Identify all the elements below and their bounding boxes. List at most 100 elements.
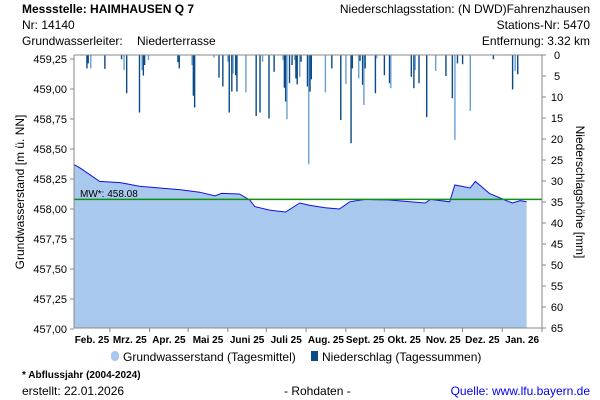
legend-precip-label: Niederschlag (Tagessummen) xyxy=(322,350,481,364)
precip-bar xyxy=(418,55,420,84)
precip-bar xyxy=(414,55,416,71)
aquifer-label: Grundwasserleiter: xyxy=(22,34,123,48)
precip-station-number: Stations-Nr: 5470 xyxy=(496,18,590,32)
y2-tick-label: 35 xyxy=(551,197,563,209)
precip-bar xyxy=(125,55,128,94)
y2-tick-label: 60 xyxy=(551,302,563,314)
precip-bar xyxy=(364,55,366,69)
precip-bar xyxy=(193,55,196,108)
precip-bar xyxy=(445,55,447,76)
precip-bar xyxy=(87,55,89,64)
precip-bar xyxy=(177,55,179,63)
y-axis-label: Grundwasserstand [m ü. NN] xyxy=(13,115,27,270)
precip-bar xyxy=(90,55,92,69)
precip-station-distance: Entfernung: 3.32 km xyxy=(481,34,590,48)
y2-tick-label: 45 xyxy=(551,239,563,251)
y-tick-label: 457,50 xyxy=(33,264,67,276)
precip-bar xyxy=(350,55,352,144)
x-tick-label: Feb. 25 xyxy=(75,335,110,346)
legend-groundwater-label: Grundwasserstand (Tagesmittel) xyxy=(123,350,296,364)
precip-bar xyxy=(86,55,88,69)
precipitation-bars xyxy=(86,55,519,165)
precip-station-title: Niederschlagsstation: (N DWD)Fahrenzhaus… xyxy=(339,2,590,16)
precip-bar xyxy=(451,55,454,99)
precip-bar xyxy=(218,55,220,78)
y2-axis-label: Niederschlagshöhe [mm] xyxy=(573,126,587,259)
precip-bar xyxy=(308,55,310,165)
y-tick-label: 457,25 xyxy=(33,294,67,306)
precip-bar xyxy=(286,55,288,120)
precip-bar xyxy=(359,55,361,61)
precip-bar xyxy=(469,55,471,111)
raw-data-note: - Rohdaten - xyxy=(284,384,351,398)
precip-bar xyxy=(514,55,516,71)
y2-tick-label: 0 xyxy=(554,50,560,62)
x-tick-label: Nov. 25 xyxy=(426,335,461,346)
precip-bar xyxy=(191,55,193,66)
precip-bar xyxy=(358,55,360,79)
y2-tick-label: 25 xyxy=(551,155,563,167)
x-tick-label: Juli 25 xyxy=(271,335,303,346)
precip-bar xyxy=(388,55,391,84)
precip-bar xyxy=(255,55,257,116)
precip-bar xyxy=(351,55,354,69)
precip-bar xyxy=(492,55,495,60)
precip-bar xyxy=(232,55,234,74)
precip-bar xyxy=(413,55,415,89)
groundwater-area xyxy=(74,164,527,328)
precip-bar xyxy=(147,55,150,61)
precip-bar xyxy=(309,55,311,92)
precip-bar xyxy=(295,55,297,79)
y-tick-label: 458,75 xyxy=(33,114,67,126)
precip-bar xyxy=(310,55,313,80)
groundwater-line xyxy=(73,164,527,213)
x-tick-label: Sept. 25 xyxy=(346,335,385,346)
precip-bar xyxy=(293,55,296,61)
y-tick-label: 458,00 xyxy=(33,204,67,216)
precip-bar xyxy=(259,55,261,113)
y2-tick-label: 5 xyxy=(554,71,560,83)
axes: 459,25 459,00 458,75 458,50 458,25 458,00 457,… xyxy=(33,50,563,346)
station-number: Nr: 14140 xyxy=(22,18,75,32)
precip-bar xyxy=(231,55,233,92)
y-tick-label: 458,25 xyxy=(33,174,67,186)
precip-bar xyxy=(375,55,378,59)
aquifer-value: Niederterrasse xyxy=(137,34,216,48)
precip-bar xyxy=(228,55,230,113)
y2-tick-label: 40 xyxy=(551,218,563,230)
precip-bar xyxy=(454,55,456,140)
precip-bar xyxy=(461,55,464,65)
precip-bar xyxy=(345,55,347,84)
precip-bar xyxy=(426,55,428,118)
legend-precip-swatch xyxy=(311,351,318,361)
precip-bar xyxy=(363,55,365,105)
y2-tick-label: 20 xyxy=(551,134,563,146)
precip-bar xyxy=(268,55,270,119)
y-tick-label: 458,50 xyxy=(33,144,67,156)
created-date: erstellt: 22.01.2026 xyxy=(22,384,125,398)
y2-tick-label: 15 xyxy=(551,113,563,125)
x-tick-label: Mrz. 25 xyxy=(113,335,147,346)
y-tick-label: 459,25 xyxy=(33,54,67,66)
source-link[interactable]: Quelle: www.lfu.bayern.de xyxy=(450,384,590,398)
precip-bar xyxy=(511,55,514,90)
precip-bar xyxy=(331,55,333,69)
precip-bar xyxy=(374,55,377,94)
y2-tick-label: 30 xyxy=(551,176,563,188)
precip-bar xyxy=(227,55,229,62)
precip-bar xyxy=(296,55,298,85)
precip-bar xyxy=(517,55,519,75)
precip-bar xyxy=(390,55,392,89)
station-title: Messstelle: HAIMHAUSEN Q 7 xyxy=(22,2,195,16)
legend-groundwater-swatch xyxy=(111,351,119,361)
precip-bar xyxy=(143,55,146,66)
x-tick-label: Aug. 25 xyxy=(308,335,345,346)
precip-bar xyxy=(291,55,293,66)
precip-bar xyxy=(282,55,284,61)
y2-tick-label: 50 xyxy=(551,260,563,272)
precip-bar xyxy=(141,55,143,71)
x-tick-label: Apr. 25 xyxy=(152,335,186,346)
y2-tick-label: 10 xyxy=(551,92,563,104)
